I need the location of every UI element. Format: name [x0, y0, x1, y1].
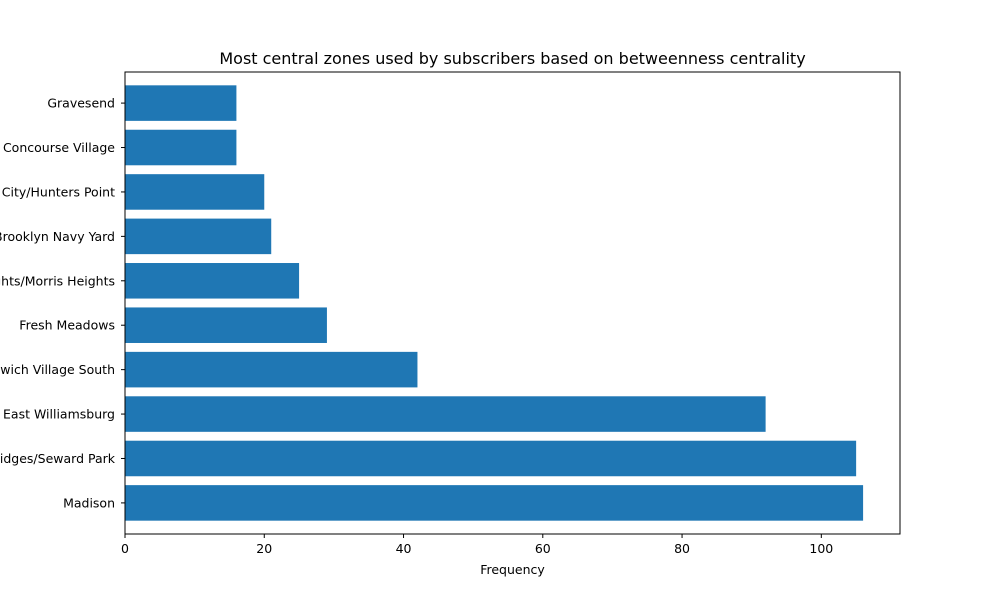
x-tick-label: 0 [121, 541, 129, 556]
y-tick-label: Madison [63, 495, 115, 510]
chart-title: Most central zones used by subscribers b… [219, 49, 805, 68]
y-tick-label: Greenwich Village South [0, 362, 115, 377]
y-tick-label: Brooklyn Navy Yard [0, 229, 115, 244]
y-tick-label: Fresh Meadows [19, 318, 115, 333]
x-tick-label: 60 [535, 541, 551, 556]
bar [125, 218, 272, 255]
bars-group [125, 85, 864, 521]
bar [125, 485, 864, 521]
y-tick-label: Gravesend [47, 96, 115, 111]
x-tick-label: 20 [256, 541, 272, 556]
bar [125, 129, 237, 166]
x-tick-label: 80 [674, 541, 690, 556]
bar [125, 263, 300, 299]
bar [125, 174, 265, 210]
y-ticks-group: Gravesend Concourse Village Long Island Ci… [0, 96, 125, 510]
y-tick-label: East Williamsburg [3, 407, 115, 422]
y-tick-label: Long Island City/Hunters Point [0, 184, 115, 199]
x-axis-label: Frequency [480, 562, 545, 577]
x-tick-label: 100 [809, 541, 833, 556]
x-ticks-group: 0 20 40 60 80 100 [121, 534, 833, 556]
bar [125, 396, 766, 432]
y-tick-label: Concourse Village [3, 140, 115, 155]
y-tick-label: Two Bridges/Seward Park [0, 451, 116, 466]
bar [125, 85, 237, 121]
y-tick-label: University Heights/Morris Heights [0, 273, 115, 288]
plot-frame [124, 71, 901, 535]
bar [125, 351, 418, 388]
x-tick-label: 40 [396, 541, 412, 556]
bar [125, 440, 857, 477]
bar [125, 307, 327, 343]
